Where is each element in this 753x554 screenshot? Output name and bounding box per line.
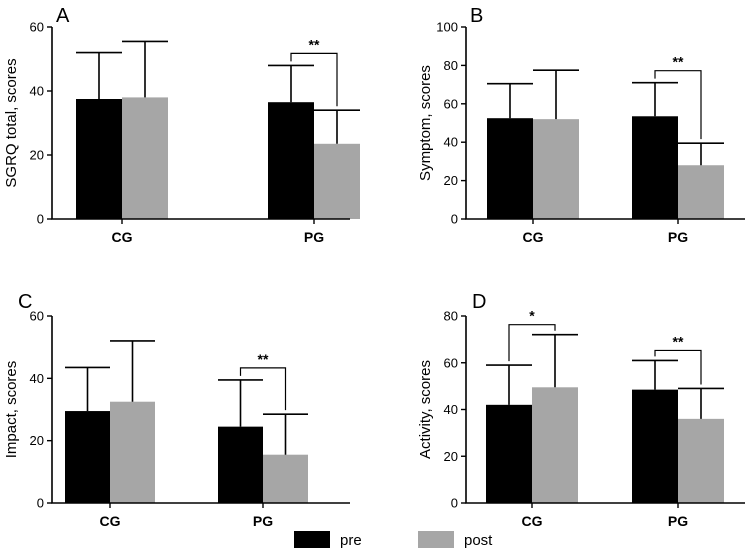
significance-label-PG: ** <box>258 351 269 367</box>
error-bar-pre-CG <box>65 366 110 412</box>
panel-letter: A <box>56 5 70 27</box>
bar-post-CG <box>110 401 155 503</box>
bar-post-CG <box>533 119 579 219</box>
y-tick-label: 20 <box>444 449 458 464</box>
error-bar-post-CG <box>122 40 168 98</box>
bar-post-PG <box>314 143 360 219</box>
x-tick-label: CG <box>100 513 121 529</box>
y-tick-label: 80 <box>444 309 458 324</box>
y-tick-label: 0 <box>37 496 44 511</box>
y-tick-label: 40 <box>30 84 44 99</box>
y-axis-title: SGRQ total, scores <box>3 58 20 187</box>
y-tick-label: 60 <box>30 20 44 35</box>
y-tick-label: 0 <box>451 212 458 227</box>
panel-letter: B <box>470 5 483 27</box>
bar-pre-CG <box>486 404 532 503</box>
y-axis-title: Impact, scores <box>3 361 20 459</box>
bar-post-PG <box>678 165 724 219</box>
panel-A: A 0 20 40 60 CG PG SGRQ total, scores ** <box>3 5 360 245</box>
y-tick-label: 0 <box>451 496 458 511</box>
error-bar-post-PG <box>678 387 724 419</box>
significance-label-PG: ** <box>673 54 684 70</box>
significance-bracket-PG <box>290 52 338 107</box>
y-tick-label: 40 <box>444 135 458 150</box>
legend-label-post: post <box>464 532 493 549</box>
y-tick-label: 60 <box>444 355 458 370</box>
error-bar-pre-PG <box>268 64 314 103</box>
significance-label-CG: * <box>529 308 535 324</box>
error-bar-pre-CG <box>487 82 533 119</box>
bar-pre-CG <box>65 411 110 503</box>
bar-pre-PG <box>632 116 678 219</box>
x-tick-label: CG <box>522 513 543 529</box>
bar-pre-CG <box>487 118 533 219</box>
x-tick-label: CG <box>523 229 544 245</box>
y-tick-label: 20 <box>30 433 44 448</box>
significance-bracket-PG <box>654 70 702 140</box>
x-tick-label: PG <box>304 229 324 245</box>
panel-letter: D <box>472 291 486 313</box>
y-axis-title: Activity, scores <box>417 360 434 459</box>
y-tick-label: 20 <box>30 148 44 163</box>
significance-bracket-CG <box>508 324 556 362</box>
y-tick-label: 40 <box>30 371 44 386</box>
bar-pre-PG <box>268 102 314 219</box>
bar-post-CG <box>532 387 578 503</box>
x-tick-label: PG <box>668 229 688 245</box>
legend-swatch-post <box>418 531 454 548</box>
error-bar-pre-PG <box>218 379 263 427</box>
legend: pre post <box>294 531 493 549</box>
error-bar-post-CG <box>110 340 155 402</box>
significance-label-PG: ** <box>673 333 684 349</box>
x-tick-label: CG <box>112 229 133 245</box>
error-bar-post-CG <box>533 69 579 120</box>
y-tick-label: 40 <box>444 402 458 417</box>
y-tick-label: 100 <box>436 20 458 35</box>
error-bar-pre-CG <box>486 364 532 405</box>
y-tick-label: 80 <box>444 58 458 73</box>
x-tick-label: PG <box>253 513 273 529</box>
error-bar-pre-CG <box>76 51 122 99</box>
panel-letter: C <box>18 291 32 313</box>
x-tick-label: PG <box>668 513 688 529</box>
panel-B: B 0 20 40 60 80 100 CG PG Symptom, scores ** <box>417 5 745 245</box>
error-bar-post-CG <box>532 333 578 388</box>
error-bar-pre-PG <box>632 81 678 117</box>
error-bar-post-PG <box>314 109 360 144</box>
y-tick-label: 0 <box>37 212 44 227</box>
bar-post-PG <box>263 454 308 503</box>
panel-C: C 0 20 40 60 CG PG Impact, scores ** <box>3 291 350 529</box>
significance-label-PG: ** <box>309 36 320 52</box>
error-bar-post-PG <box>678 142 724 166</box>
legend-swatch-pre <box>294 531 330 548</box>
y-axis-title: Symptom, scores <box>417 65 434 181</box>
error-bar-post-PG <box>263 413 308 455</box>
bar-pre-PG <box>632 389 678 503</box>
significance-bracket-PG <box>239 367 287 411</box>
bar-post-PG <box>678 418 724 503</box>
bar-pre-PG <box>218 426 263 503</box>
legend-label-pre: pre <box>340 532 362 549</box>
y-tick-label: 60 <box>30 309 44 324</box>
significance-bracket-PG <box>654 349 702 385</box>
bar-post-CG <box>122 97 168 219</box>
y-tick-label: 60 <box>444 96 458 111</box>
bar-pre-CG <box>76 99 122 219</box>
y-tick-label: 20 <box>444 173 458 188</box>
error-bar-pre-PG <box>632 359 678 390</box>
